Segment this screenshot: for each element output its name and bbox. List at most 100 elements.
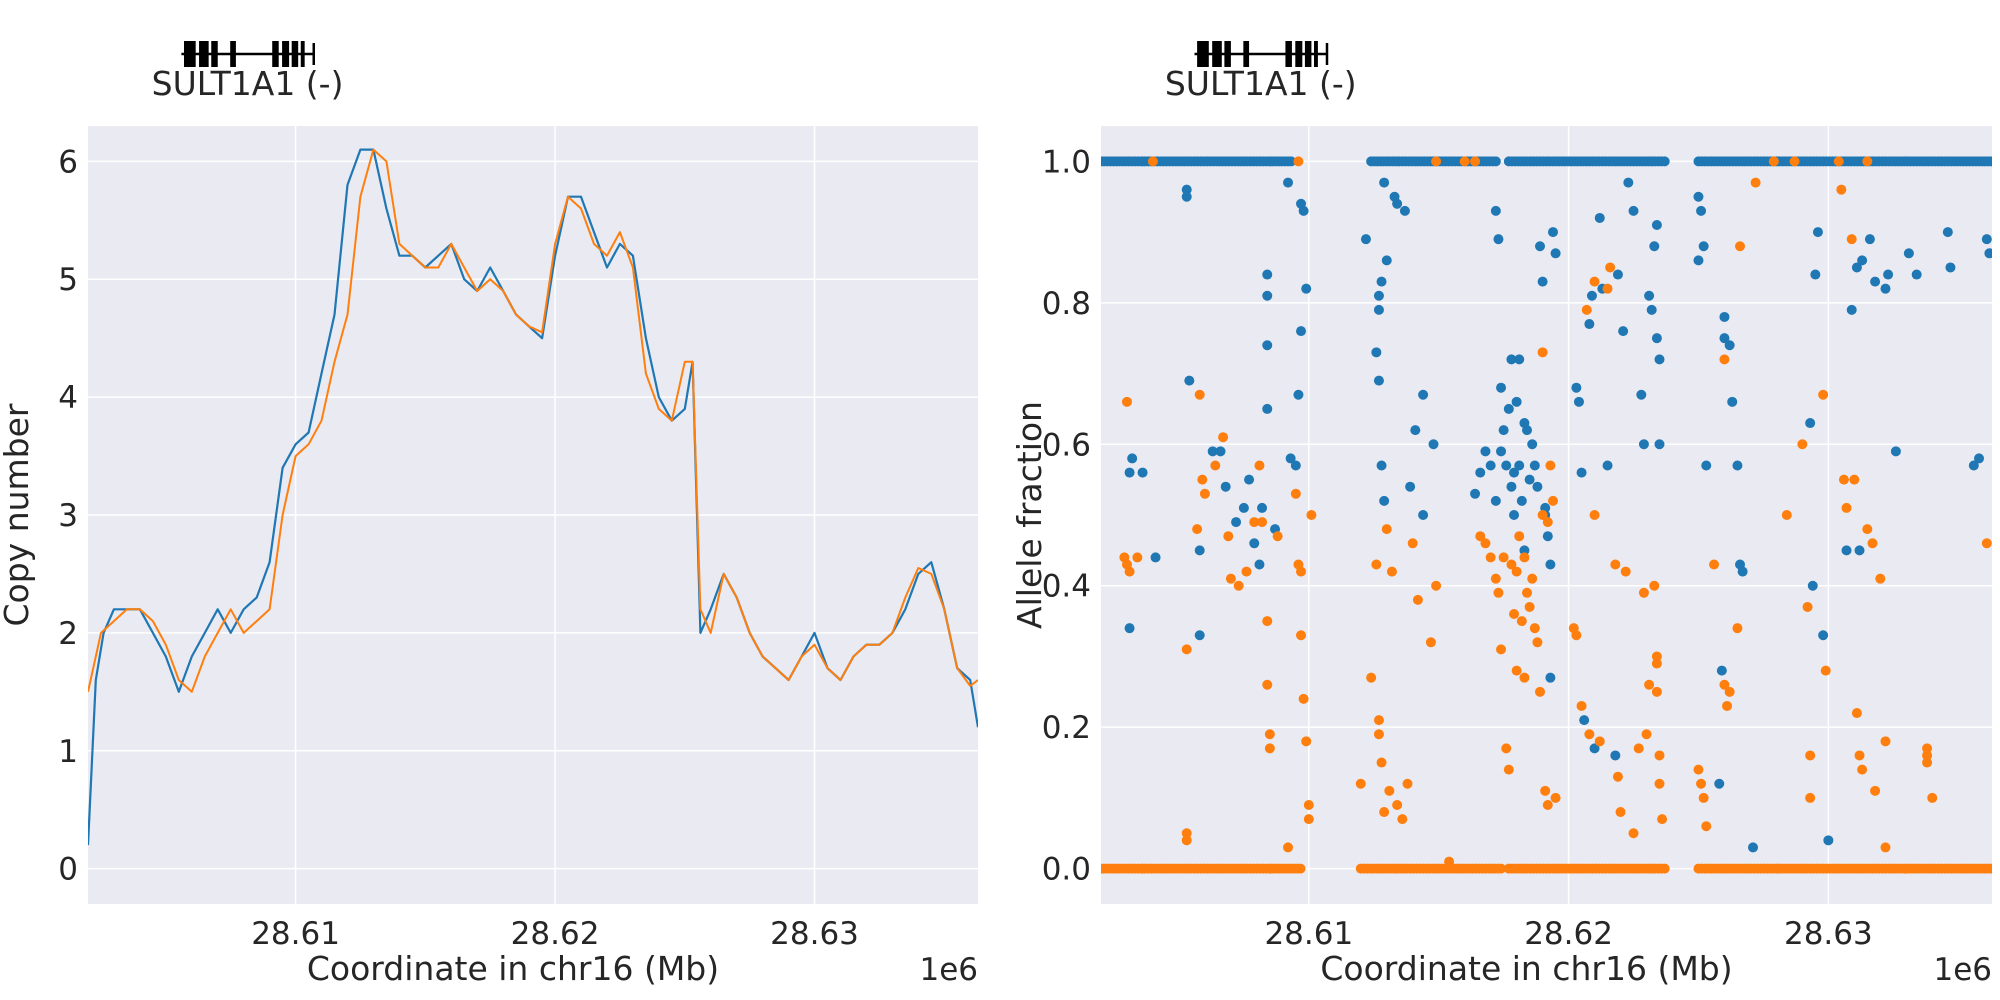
data-point bbox=[1218, 432, 1229, 443]
data-point bbox=[1121, 396, 1132, 407]
data-point bbox=[1379, 807, 1390, 818]
data-point bbox=[1225, 573, 1236, 584]
data-point bbox=[1399, 205, 1410, 216]
data-point bbox=[1644, 679, 1655, 690]
data-point bbox=[1496, 382, 1507, 393]
data-point bbox=[1428, 439, 1439, 450]
data-point bbox=[1545, 559, 1556, 570]
data-point bbox=[1883, 269, 1894, 280]
data-point bbox=[1511, 396, 1522, 407]
data-point bbox=[1371, 559, 1382, 570]
x-tick-label: 28.63 bbox=[770, 916, 859, 952]
data-point bbox=[1124, 467, 1135, 478]
y-tick-label: 0.4 bbox=[1042, 569, 1091, 605]
data-point bbox=[1132, 552, 1143, 563]
data-point bbox=[1537, 347, 1548, 358]
data-point bbox=[1194, 389, 1205, 400]
series-1 bbox=[1101, 156, 1992, 874]
data-point bbox=[1137, 467, 1148, 478]
data-point bbox=[1405, 481, 1416, 492]
gene-exon bbox=[184, 41, 196, 67]
data-point bbox=[1366, 672, 1377, 683]
x-tick-label: 28.63 bbox=[1784, 916, 1873, 952]
gene-exon bbox=[272, 41, 279, 67]
x-offset-label: 1e6 bbox=[919, 952, 978, 988]
y-axis-label: Allele fraction bbox=[1010, 401, 1049, 629]
series-line-1 bbox=[88, 148, 978, 693]
data-point bbox=[1857, 764, 1868, 775]
data-point bbox=[1511, 665, 1522, 676]
data-point bbox=[1654, 750, 1665, 761]
data-point bbox=[1654, 439, 1665, 450]
data-point bbox=[1192, 524, 1203, 535]
data-point bbox=[1833, 156, 1844, 167]
data-point bbox=[1911, 269, 1922, 280]
data-point bbox=[1290, 488, 1301, 499]
y-tick-label: 3 bbox=[58, 498, 78, 534]
y-tick-label: 0.8 bbox=[1042, 286, 1091, 322]
data-point bbox=[1810, 269, 1821, 280]
data-point bbox=[1719, 333, 1730, 344]
data-point bbox=[1602, 283, 1613, 294]
data-point bbox=[1812, 227, 1823, 238]
data-point bbox=[1981, 538, 1992, 549]
data-point bbox=[1573, 396, 1584, 407]
y-tick-label: 1.0 bbox=[1042, 144, 1091, 180]
data-point bbox=[1485, 460, 1496, 471]
data-point bbox=[1519, 672, 1530, 683]
data-point bbox=[1496, 863, 1507, 874]
data-point bbox=[1641, 729, 1652, 740]
data-point bbox=[1768, 156, 1779, 167]
gene-track bbox=[1194, 41, 1329, 67]
data-point bbox=[1410, 425, 1421, 436]
data-point bbox=[1890, 446, 1901, 457]
data-point bbox=[1298, 205, 1309, 216]
data-point bbox=[1503, 403, 1514, 414]
data-point bbox=[1807, 580, 1818, 591]
data-point bbox=[1386, 566, 1397, 577]
data-point bbox=[1444, 856, 1455, 867]
x-tick-label: 28.62 bbox=[511, 916, 600, 952]
data-point bbox=[1373, 304, 1384, 315]
data-point bbox=[1594, 736, 1605, 747]
data-point bbox=[1402, 778, 1413, 789]
data-point bbox=[1610, 559, 1621, 570]
data-point bbox=[1493, 234, 1504, 245]
data-point bbox=[1654, 778, 1665, 789]
data-point bbox=[1638, 587, 1649, 598]
data-point bbox=[1293, 156, 1304, 167]
data-point bbox=[1644, 290, 1655, 301]
gene-exon bbox=[1212, 41, 1222, 67]
data-point bbox=[1506, 559, 1517, 570]
gene-exon bbox=[1304, 41, 1312, 67]
data-point bbox=[1657, 814, 1668, 825]
data-point bbox=[1942, 227, 1953, 238]
data-point bbox=[1355, 778, 1366, 789]
y-tick-label: 1 bbox=[58, 734, 78, 770]
data-point bbox=[1194, 545, 1205, 556]
data-point bbox=[1659, 156, 1670, 167]
data-point bbox=[1524, 474, 1535, 485]
data-point bbox=[1527, 439, 1538, 450]
data-point bbox=[1540, 785, 1551, 796]
data-point bbox=[1249, 517, 1260, 528]
data-point bbox=[1602, 460, 1613, 471]
data-point bbox=[1857, 255, 1868, 266]
data-point bbox=[1379, 495, 1390, 506]
data-point bbox=[1651, 658, 1662, 669]
data-point bbox=[1659, 863, 1670, 874]
data-point bbox=[1241, 566, 1252, 577]
data-point bbox=[1249, 538, 1260, 549]
data-point bbox=[1880, 736, 1891, 747]
plot-area bbox=[1101, 156, 1992, 874]
data-point bbox=[1480, 538, 1491, 549]
data-point bbox=[1418, 389, 1429, 400]
data-point bbox=[1532, 481, 1543, 492]
data-point bbox=[1854, 545, 1865, 556]
data-point bbox=[1262, 340, 1273, 351]
data-point bbox=[1846, 234, 1857, 245]
data-point bbox=[1620, 566, 1631, 577]
data-point bbox=[1194, 630, 1205, 641]
data-point bbox=[1701, 460, 1712, 471]
data-point bbox=[1514, 531, 1525, 542]
